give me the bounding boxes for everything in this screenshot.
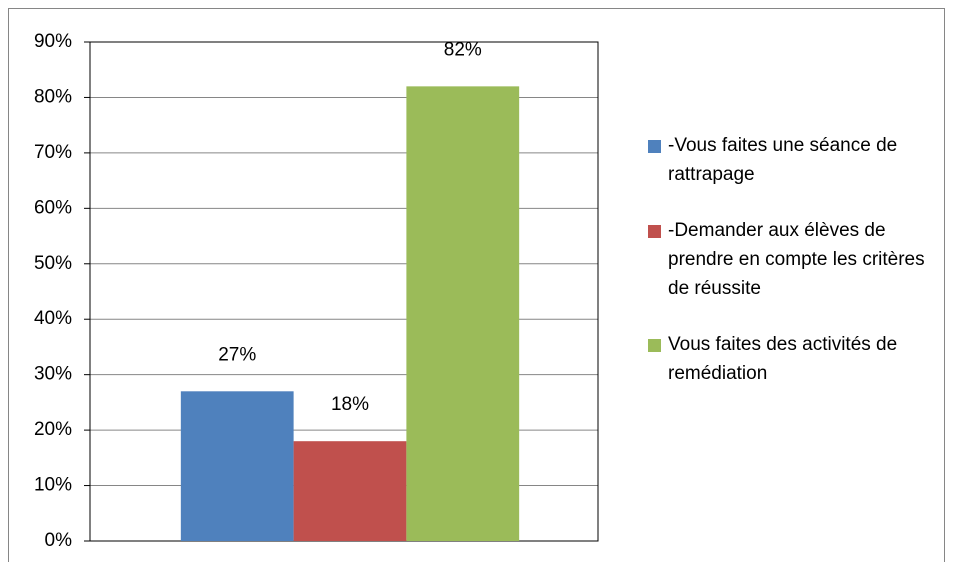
y-tick-label: 70% [34, 142, 72, 163]
y-tick-label: 90% [34, 31, 72, 52]
legend-entry: Vous faites des activités de remédiation [648, 330, 948, 388]
bar [293, 441, 407, 541]
legend-swatch [648, 225, 661, 238]
y-tick-label: 0% [45, 530, 73, 551]
y-tick-label: 80% [34, 86, 72, 107]
data-label: 82% [444, 39, 482, 60]
legend-label: -Vous faites une séance de rattrapage [668, 135, 898, 185]
legend-label: -Demander aux élèves de prendre en compt… [668, 220, 925, 299]
legend-entry: -Vous faites une séance de rattrapage [648, 131, 948, 189]
legend-swatch [648, 339, 661, 352]
legend-label: Vous faites des activités de remédiation [668, 334, 898, 384]
legend-swatch [648, 140, 661, 153]
bar [180, 391, 294, 541]
data-label: 18% [331, 394, 369, 415]
y-tick-label: 50% [34, 253, 72, 274]
y-tick-label: 60% [34, 197, 72, 218]
chart-border [8, 8, 945, 562]
y-tick-label: 20% [34, 419, 72, 440]
bar [406, 86, 520, 541]
legend: -Vous faites une séance de rattrapage -De… [648, 131, 948, 415]
data-label: 27% [218, 344, 256, 365]
y-tick-label: 40% [34, 308, 72, 329]
y-tick-label: 10% [34, 475, 72, 496]
legend-entry: -Demander aux élèves de prendre en compt… [648, 216, 948, 303]
y-tick-label: 30% [34, 364, 72, 385]
